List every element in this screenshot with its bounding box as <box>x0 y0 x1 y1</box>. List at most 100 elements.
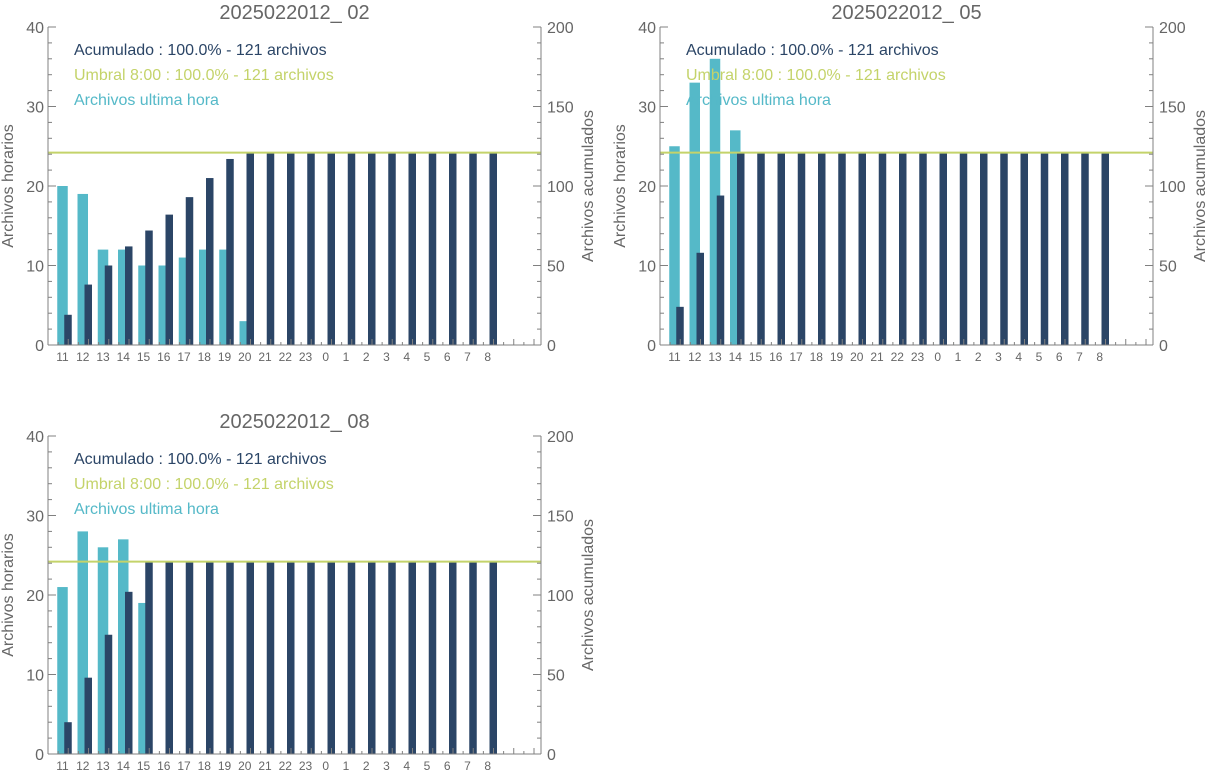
x-tick-label: 12 <box>76 759 90 771</box>
cumulative-bar <box>408 561 416 754</box>
hourly-bar <box>118 539 129 754</box>
hourly-bar <box>57 186 68 345</box>
cumulative-bar <box>1061 152 1069 345</box>
y-tick-label-right: 50 <box>1159 259 1177 276</box>
y-tick-label-right: 150 <box>547 100 574 117</box>
chart-title: 2025022012_ 08 <box>219 411 369 433</box>
hourly-bar <box>97 547 109 754</box>
cumulative-bar <box>428 152 437 345</box>
x-tick-label: 8 <box>484 759 491 771</box>
x-tick-label: 23 <box>299 350 313 364</box>
cumulative-bar <box>858 152 866 345</box>
y-tick-label-right: 0 <box>1159 338 1168 355</box>
cumulative-bar <box>64 722 72 754</box>
x-tick-label: 0 <box>934 350 941 364</box>
x-tick-label: 15 <box>137 350 151 364</box>
cumulative-bar <box>206 178 214 345</box>
hourly-bar <box>239 321 250 345</box>
x-tick-label: 1 <box>955 350 962 364</box>
x-tick-label: 7 <box>464 350 471 364</box>
y-tick-label-right: 50 <box>547 259 565 276</box>
x-tick-label: 23 <box>299 759 313 771</box>
cumulative-bar <box>266 561 275 754</box>
cumulative-bar <box>287 152 295 345</box>
x-tick-label: 6 <box>444 759 451 771</box>
cumulative-bar <box>347 561 356 754</box>
hourly-bar <box>97 249 109 345</box>
cumulative-bar <box>777 152 785 345</box>
x-tick-label: 19 <box>218 759 232 771</box>
y-tick-label-left: 40 <box>26 429 44 446</box>
cumulative-bar <box>1101 152 1109 345</box>
x-tick-label: 13 <box>96 350 110 364</box>
cumulative-bar <box>287 561 295 754</box>
hourly-bar <box>77 193 88 345</box>
x-tick-label: 2 <box>363 350 370 364</box>
x-tick-label: 6 <box>1056 350 1063 364</box>
cumulative-bar <box>1081 152 1089 345</box>
x-tick-label: 17 <box>177 350 191 364</box>
y-tick-label-left: 10 <box>26 259 44 276</box>
y-tick-label-left: 0 <box>647 338 656 355</box>
cumulative-bar <box>145 230 153 345</box>
x-tick-label: 18 <box>810 350 824 364</box>
y-tick-label-left: 20 <box>638 179 656 196</box>
cumulative-bar <box>206 561 214 754</box>
x-tick-label: 0 <box>322 759 329 771</box>
hourly-bar <box>118 249 129 345</box>
legend-entry: Umbral 8:00 : 100.0% - 121 archivos <box>74 476 334 493</box>
x-tick-label: 2 <box>363 759 370 771</box>
x-tick-label: 6 <box>444 350 451 364</box>
cumulative-bar <box>676 306 684 345</box>
hourly-bar <box>57 587 68 754</box>
y-tick-label-left: 0 <box>35 338 44 355</box>
legend-entry: Acumulado : 100.0% - 121 archivos <box>74 451 327 468</box>
cumulative-bar <box>104 634 113 754</box>
y-tick-label-right: 100 <box>1159 179 1186 196</box>
x-tick-label: 17 <box>177 759 191 771</box>
cumulative-bar <box>185 197 194 345</box>
cumulative-bar <box>959 152 968 345</box>
y-tick-label-left: 20 <box>26 179 44 196</box>
hourly-bar <box>77 531 88 754</box>
y-tick-label-left: 10 <box>26 668 44 685</box>
x-tick-label: 11 <box>56 350 69 364</box>
cumulative-bar <box>428 561 437 754</box>
hourly-bar <box>689 82 700 346</box>
x-tick-label: 11 <box>56 759 69 771</box>
y-tick-label-right: 200 <box>1159 20 1186 37</box>
cumulative-bar <box>899 152 907 345</box>
legend-entry: Archivos ultima hora <box>74 501 219 518</box>
x-tick-label: 7 <box>1076 350 1083 364</box>
cumulative-bar <box>64 314 72 345</box>
y-axis-label-left: Archivos horarios <box>612 124 629 248</box>
cumulative-bar <box>797 152 806 345</box>
x-tick-label: 12 <box>76 350 90 364</box>
legend-entry: Umbral 8:00 : 100.0% - 121 archivos <box>74 67 334 84</box>
cumulative-bar <box>1000 152 1008 345</box>
y-tick-label-right: 150 <box>1159 100 1186 117</box>
cumulative-bar <box>696 252 704 345</box>
y-tick-label-left: 10 <box>638 259 656 276</box>
x-tick-label: 18 <box>198 350 212 364</box>
cumulative-bar <box>757 152 765 345</box>
x-tick-label: 12 <box>688 350 702 364</box>
cumulative-bar <box>408 152 416 345</box>
y-tick-label-left: 30 <box>26 509 44 526</box>
x-tick-label: 16 <box>769 350 783 364</box>
y-tick-label-left: 30 <box>26 100 44 117</box>
cumulative-bar <box>84 284 92 345</box>
x-tick-label: 8 <box>1096 350 1103 364</box>
x-tick-label: 21 <box>258 759 272 771</box>
x-tick-label: 14 <box>117 350 131 364</box>
y-tick-label-left: 30 <box>638 100 656 117</box>
cumulative-bar <box>226 158 234 345</box>
cumulative-bar <box>818 152 826 345</box>
x-tick-label: 19 <box>218 350 232 364</box>
cumulative-bar <box>327 152 335 345</box>
hourly-bar <box>199 249 210 345</box>
hourly-bar <box>138 265 149 345</box>
cumulative-bar <box>307 152 315 345</box>
